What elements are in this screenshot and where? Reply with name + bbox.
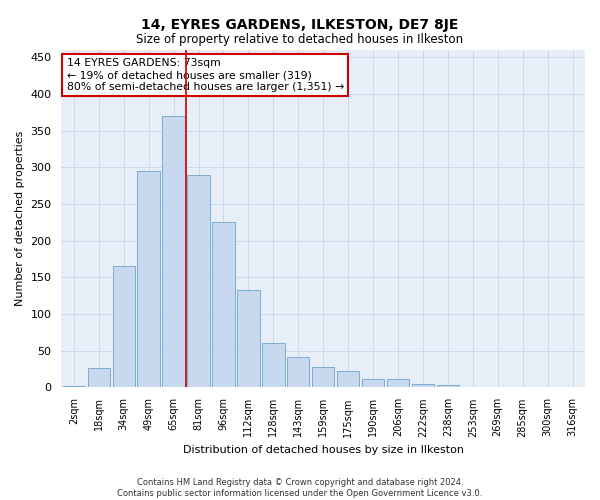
Bar — [461, 386, 484, 388]
Bar — [362, 380, 384, 388]
Bar — [62, 386, 85, 388]
Bar — [187, 174, 210, 388]
Bar — [412, 384, 434, 388]
Y-axis label: Number of detached properties: Number of detached properties — [15, 131, 25, 306]
Bar — [88, 368, 110, 388]
Bar — [237, 290, 260, 388]
Bar — [137, 171, 160, 388]
Bar — [287, 356, 310, 388]
X-axis label: Distribution of detached houses by size in Ilkeston: Distribution of detached houses by size … — [183, 445, 464, 455]
Bar — [113, 266, 135, 388]
Bar — [337, 372, 359, 388]
Text: Size of property relative to detached houses in Ilkeston: Size of property relative to detached ho… — [136, 32, 464, 46]
Bar — [163, 116, 185, 388]
Text: 14, EYRES GARDENS, ILKESTON, DE7 8JE: 14, EYRES GARDENS, ILKESTON, DE7 8JE — [142, 18, 458, 32]
Text: Contains HM Land Registry data © Crown copyright and database right 2024.
Contai: Contains HM Land Registry data © Crown c… — [118, 478, 482, 498]
Bar — [487, 386, 509, 388]
Bar — [437, 385, 459, 388]
Bar — [312, 367, 334, 388]
Bar — [387, 380, 409, 388]
Text: 14 EYRES GARDENS: 73sqm
← 19% of detached houses are smaller (319)
80% of semi-d: 14 EYRES GARDENS: 73sqm ← 19% of detache… — [67, 58, 344, 92]
Bar — [212, 222, 235, 388]
Bar — [262, 344, 284, 388]
